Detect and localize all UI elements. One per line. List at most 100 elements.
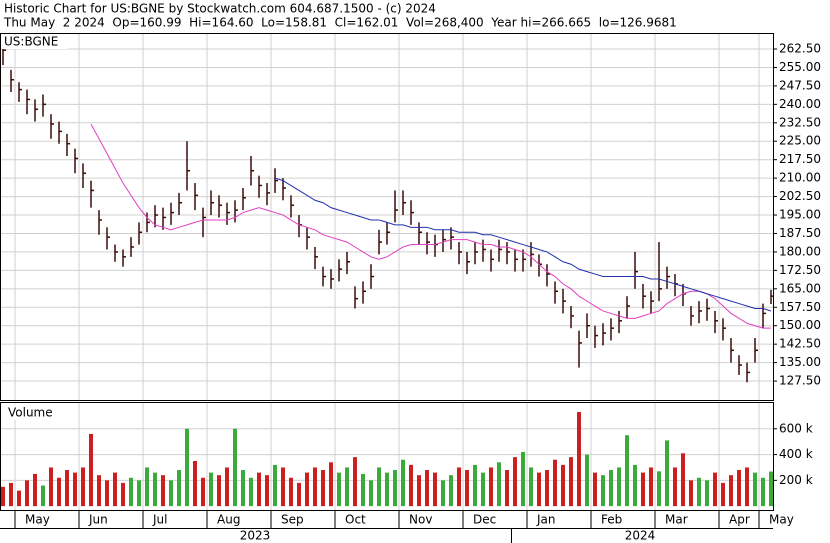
volume-bar <box>273 464 277 507</box>
x-tick-label: May <box>769 513 794 527</box>
volume-bar <box>473 464 477 507</box>
volume-bar <box>25 480 29 507</box>
volume-bar <box>673 467 677 507</box>
marks <box>1 40 774 507</box>
volume-bar <box>433 472 437 507</box>
volume-bar <box>361 473 365 507</box>
volume-bar <box>729 475 733 507</box>
volume-panel <box>0 402 774 511</box>
volume-bar <box>49 467 53 507</box>
volume-bar <box>289 477 293 507</box>
volume-bar <box>737 470 741 507</box>
volume-bar <box>305 472 309 507</box>
volume-bar <box>145 467 149 507</box>
volume-bar <box>313 467 317 507</box>
year-label: 2023 <box>240 529 271 543</box>
volume-bar <box>377 467 381 507</box>
x-tick-label: Apr <box>729 513 750 527</box>
volume-bar <box>633 464 637 507</box>
volume-bar <box>169 480 173 507</box>
volume-bar <box>513 457 517 507</box>
volume-bar <box>417 475 421 507</box>
volume-bar <box>521 451 525 507</box>
chart-title: Historic Chart for US:BGNE by Stockwatch… <box>4 2 436 16</box>
volume-bar <box>681 453 685 507</box>
label-bg <box>2 404 58 420</box>
volume-bar <box>593 472 597 507</box>
volume-label: Volume <box>8 406 53 420</box>
y-tick-label: 127.50 <box>779 374 821 388</box>
volume-bar <box>249 477 253 507</box>
volume-bar <box>385 472 389 507</box>
volume-bar <box>9 482 13 507</box>
volume-bar <box>1 486 5 507</box>
y-tick-label: 165.00 <box>779 281 821 295</box>
volume-bar <box>537 472 541 507</box>
volume-bar <box>585 454 589 507</box>
volume-bar <box>657 471 661 507</box>
volume-bar <box>697 477 701 507</box>
volume-bar <box>545 470 549 507</box>
volume-bar <box>449 475 453 507</box>
y-tick-label: 240.00 <box>779 97 821 111</box>
volume-bar <box>441 480 445 507</box>
y-tick-label: 217.50 <box>779 152 821 166</box>
volume-bar <box>201 477 205 507</box>
volume-bar <box>129 477 133 507</box>
volume-bar <box>745 467 749 507</box>
label-bg <box>2 35 68 49</box>
volume-bar <box>481 472 485 507</box>
symbol-label: US:BGNE <box>4 35 58 49</box>
volume-bar <box>329 462 333 507</box>
volume-bar <box>505 470 509 507</box>
volume-bar <box>609 470 613 507</box>
volume-bar <box>209 472 213 507</box>
volume-bar <box>105 480 109 507</box>
volume-bar <box>97 475 101 507</box>
volume-bar <box>553 459 557 507</box>
y-tick-label: 142.50 <box>779 337 821 351</box>
y-tick-label: 172.50 <box>779 263 821 277</box>
volume-bar <box>345 467 349 507</box>
y-tick-label: 202.50 <box>779 189 821 203</box>
volume-bar <box>489 467 493 507</box>
volume-bar <box>193 461 197 507</box>
x-tick-label: Jul <box>152 513 167 527</box>
y-tick-label: 195.00 <box>779 208 821 222</box>
y-tick-label: 600 k <box>779 421 813 435</box>
moving-average <box>90 123 771 329</box>
volume-bar <box>721 482 725 507</box>
y-tick-label: 232.50 <box>779 115 821 129</box>
volume-bar <box>265 475 269 507</box>
volume-bar <box>689 480 693 507</box>
volume-bar <box>705 480 709 507</box>
volume-bar <box>425 470 429 507</box>
y-tick-label: 200 k <box>779 473 813 487</box>
volume-bar <box>233 428 237 507</box>
volume-bar <box>393 470 397 507</box>
volume-bar <box>409 464 413 507</box>
y-tick-label: 225.00 <box>779 134 821 148</box>
volume-bar <box>569 457 573 507</box>
volume-bar <box>321 470 325 507</box>
y-tick-label: 135.00 <box>779 355 821 369</box>
x-tick-label: Jun <box>88 513 108 527</box>
volume-bar <box>369 480 373 507</box>
volume-bar <box>561 464 565 507</box>
y-tick-label: 247.50 <box>779 78 821 92</box>
volume-bar <box>121 482 125 507</box>
volume-bar <box>641 472 645 507</box>
price-panel <box>0 33 774 401</box>
x-tick-label: Aug <box>217 513 240 527</box>
volume-bar <box>241 470 245 507</box>
y-tick-label: 400 k <box>779 447 813 461</box>
x-tick-label: Dec <box>473 513 496 527</box>
volume-bar <box>457 467 461 507</box>
volume-bar <box>81 467 85 507</box>
volume-bar <box>137 480 141 507</box>
volume-bar <box>161 475 165 507</box>
volume-bar <box>33 473 37 507</box>
y-tick-label: 262.50 <box>779 42 821 56</box>
volume-bar <box>41 485 45 507</box>
